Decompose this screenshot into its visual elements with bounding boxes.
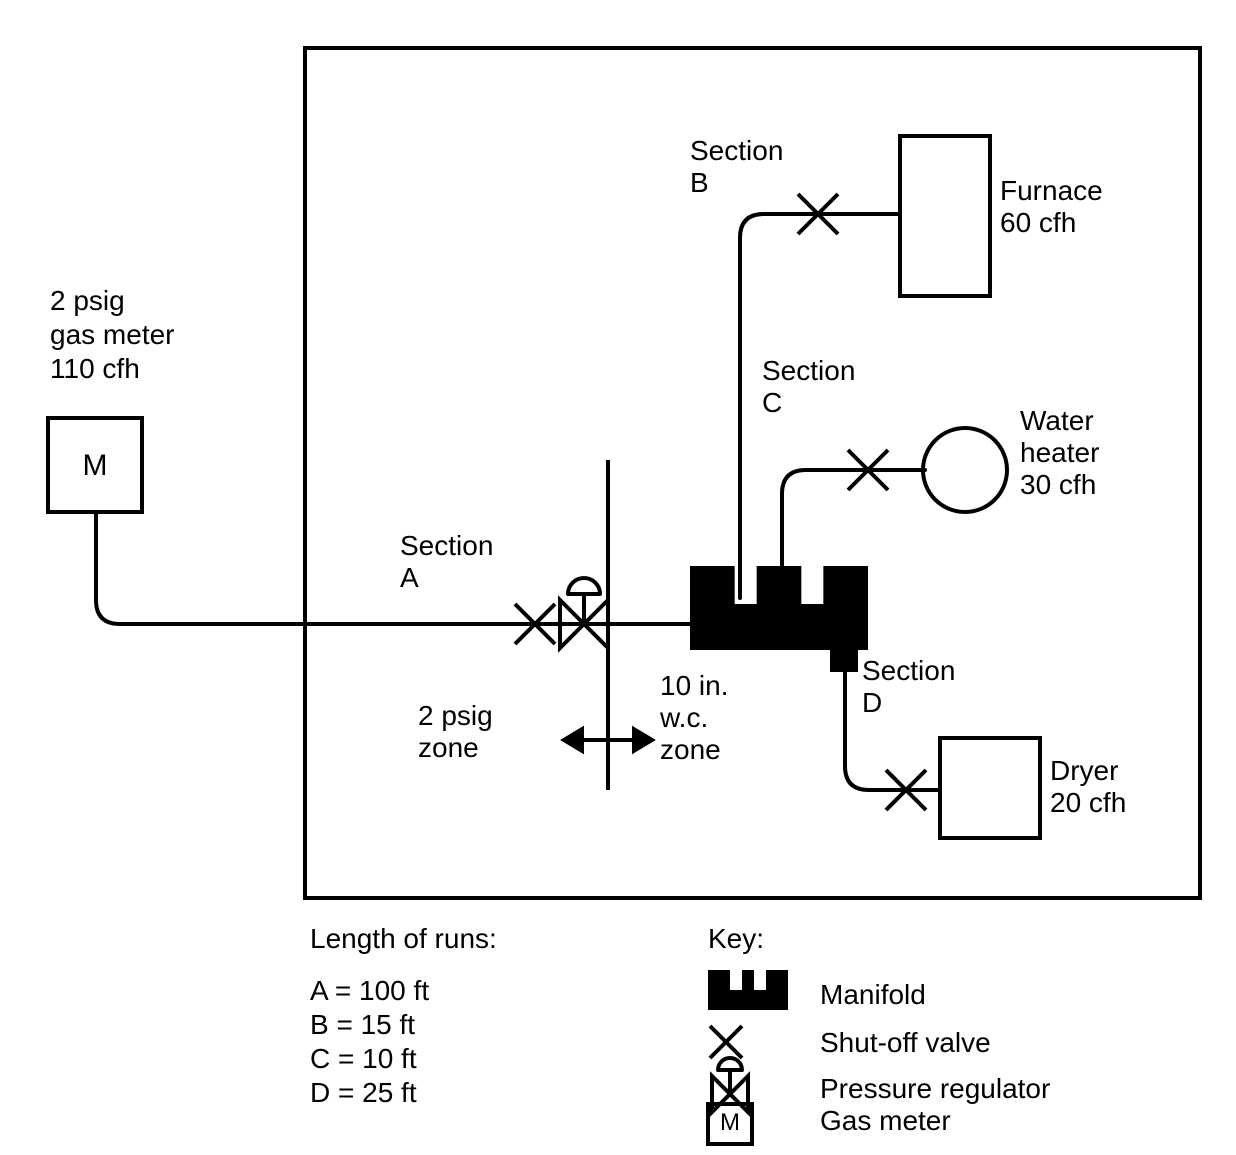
zone-right-label: 10 in. xyxy=(660,670,729,701)
lengths-item: D = 25 ft xyxy=(310,1077,417,1108)
lengths-item: C = 10 ft xyxy=(310,1043,417,1074)
zone-left-label: 2 psig xyxy=(418,700,493,731)
zone-left-label: zone xyxy=(418,732,479,763)
key-manifold-icon xyxy=(708,986,788,1010)
water-heater-label: 30 cfh xyxy=(1020,469,1096,500)
zone-right-label: zone xyxy=(660,734,721,765)
lengths-item: B = 15 ft xyxy=(310,1009,415,1040)
key-regulator-label: Pressure regulator xyxy=(820,1073,1050,1104)
gas-meter-letter: M xyxy=(83,449,108,482)
section-d-label: Section xyxy=(862,655,955,686)
furnace-label: 60 cfh xyxy=(1000,207,1076,238)
zone-right-label: w.c. xyxy=(659,702,708,733)
dryer-label: Dryer xyxy=(1050,755,1118,786)
lengths-title: Length of runs: xyxy=(310,923,497,954)
water-heater-label: heater xyxy=(1020,437,1099,468)
key-shutoff-label: Shut-off valve xyxy=(820,1027,991,1058)
water-heater-label: Water xyxy=(1020,405,1094,436)
dryer-label: 20 cfh xyxy=(1050,787,1126,818)
furnace-icon xyxy=(900,136,990,296)
section-b-label: B xyxy=(690,167,709,198)
section-a-label: A xyxy=(400,562,419,593)
section-a-label: Section xyxy=(400,530,493,561)
meter-label: gas meter xyxy=(50,319,175,350)
section-b-label: Section xyxy=(690,135,783,166)
key-manifold-label: Manifold xyxy=(820,979,926,1010)
key-title: Key: xyxy=(708,923,764,954)
key-meter-label: Gas meter xyxy=(820,1105,951,1136)
furnace-label: Furnace xyxy=(1000,175,1103,206)
manifold-bottom-port xyxy=(830,648,858,672)
key-meter-icon: M xyxy=(720,1109,740,1136)
section-c-label: C xyxy=(762,387,782,418)
section-c-label: Section xyxy=(762,355,855,386)
dryer-icon xyxy=(940,738,1040,838)
meter-label: 110 cfh xyxy=(50,353,140,384)
meter-label: 2 psig xyxy=(50,285,125,316)
lengths-item: A = 100 ft xyxy=(310,975,429,1006)
section-d-label: D xyxy=(862,687,882,718)
water-heater-icon xyxy=(923,428,1007,512)
